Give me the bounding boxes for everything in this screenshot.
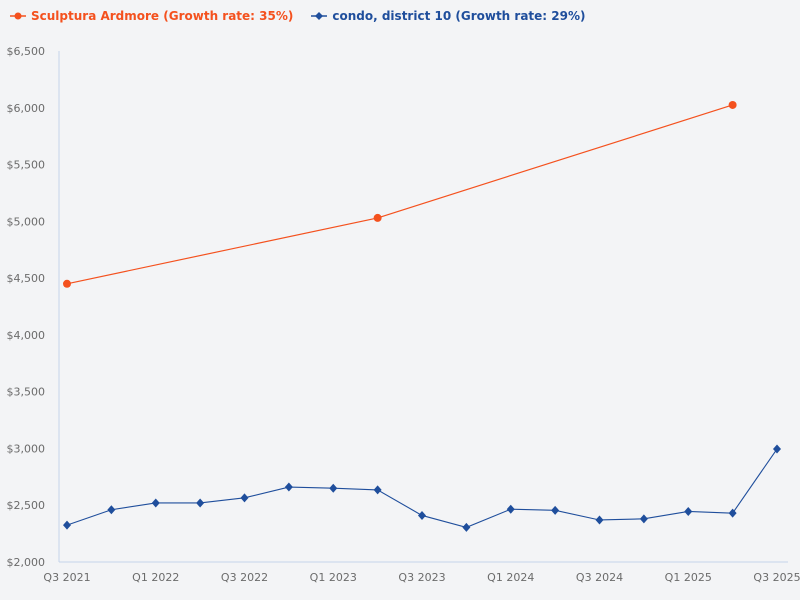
- data-point[interactable]: [63, 279, 71, 288]
- y-tick-label: $6,500: [7, 45, 46, 58]
- y-tick-label: $3,500: [7, 386, 46, 399]
- data-point[interactable]: [107, 505, 116, 515]
- data-point[interactable]: [373, 213, 382, 222]
- y-tick-label: $2,500: [7, 499, 46, 512]
- y-tick-label: $2,000: [7, 556, 46, 569]
- data-point[interactable]: [551, 505, 560, 515]
- data-point[interactable]: [728, 508, 737, 518]
- data-point[interactable]: [151, 498, 160, 508]
- y-tick-label: $4,500: [7, 272, 46, 285]
- data-point[interactable]: [773, 444, 781, 454]
- x-tick-label: Q3 2022: [221, 571, 268, 584]
- legend-label: Sculptura Ardmore (Growth rate: 35%): [31, 9, 294, 23]
- data-point[interactable]: [196, 498, 205, 508]
- data-point[interactable]: [284, 482, 293, 492]
- legend-item-sculptura[interactable]: Sculptura Ardmore (Growth rate: 35%): [10, 9, 293, 23]
- y-tick-label: $3,000: [7, 442, 46, 455]
- x-tick-label: Q1 2022: [132, 571, 179, 584]
- data-point[interactable]: [639, 514, 648, 524]
- chart-legend: Sculptura Ardmore (Growth rate: 35%) con…: [10, 9, 585, 23]
- y-tick-label: $6,000: [7, 102, 46, 115]
- y-tick-label: $4,000: [7, 329, 46, 342]
- data-point[interactable]: [63, 520, 71, 530]
- series-condo-district-10: [63, 444, 781, 532]
- series-sculptura-ardmore: [63, 100, 737, 288]
- circle-marker-icon: [10, 12, 26, 20]
- y-tick-label: $5,500: [7, 159, 46, 172]
- x-tick-label: Q1 2024: [487, 571, 534, 584]
- data-point[interactable]: [462, 522, 471, 532]
- x-tick-label: Q3 2024: [576, 571, 623, 584]
- data-point[interactable]: [240, 493, 249, 503]
- data-point[interactable]: [373, 485, 382, 495]
- x-tick-label: Q3 2025: [753, 571, 800, 584]
- data-point[interactable]: [728, 100, 737, 109]
- x-tick-label: Q1 2025: [665, 571, 712, 584]
- x-tick-label: Q3 2021: [43, 571, 90, 584]
- x-tick-label: Q3 2023: [398, 571, 445, 584]
- legend-label: condo, district 10 (Growth rate: 29%): [332, 9, 586, 23]
- x-tick-label: Q1 2023: [310, 571, 357, 584]
- data-point[interactable]: [506, 504, 515, 514]
- data-point[interactable]: [418, 510, 426, 520]
- data-point[interactable]: [684, 506, 693, 516]
- legend-item-condo[interactable]: condo, district 10 (Growth rate: 29%): [311, 9, 585, 23]
- y-tick-label: $5,000: [7, 215, 46, 228]
- data-point[interactable]: [329, 483, 338, 493]
- diamond-marker-icon: [311, 12, 328, 20]
- data-point[interactable]: [595, 515, 604, 525]
